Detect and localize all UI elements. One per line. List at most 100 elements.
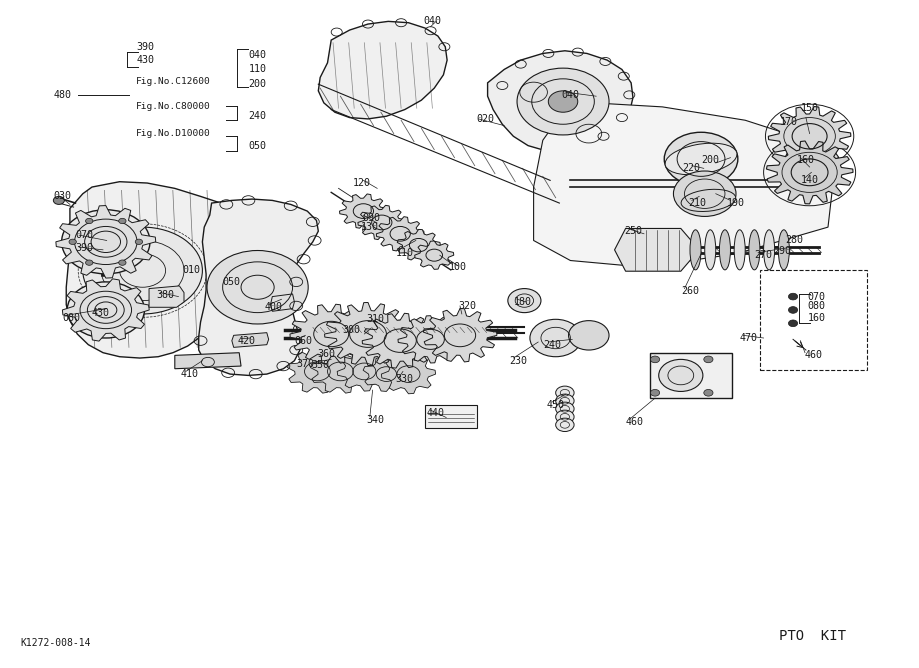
- Text: 350: 350: [311, 360, 329, 369]
- Text: 230: 230: [509, 356, 528, 365]
- Circle shape: [658, 359, 702, 391]
- Circle shape: [119, 260, 126, 265]
- Text: 430: 430: [92, 308, 110, 317]
- Text: 300: 300: [342, 325, 360, 335]
- Text: 020: 020: [476, 114, 494, 124]
- Text: 270: 270: [754, 250, 772, 260]
- Bar: [425, 405, 476, 428]
- Polygon shape: [62, 279, 149, 341]
- Text: 450: 450: [546, 400, 564, 409]
- Polygon shape: [324, 303, 411, 365]
- Circle shape: [85, 218, 93, 224]
- Circle shape: [555, 418, 573, 432]
- Text: 380: 380: [156, 291, 175, 300]
- Circle shape: [529, 319, 581, 357]
- Polygon shape: [397, 229, 440, 261]
- Text: 200: 200: [248, 79, 267, 89]
- Ellipse shape: [719, 230, 730, 270]
- Text: K1272-008-14: K1272-008-14: [20, 638, 91, 647]
- Text: 460: 460: [803, 351, 822, 360]
- Circle shape: [135, 239, 142, 244]
- Text: 310: 310: [366, 315, 384, 324]
- Text: Fig.No.D10000: Fig.No.D10000: [136, 129, 210, 138]
- Polygon shape: [766, 141, 852, 204]
- Circle shape: [67, 282, 144, 338]
- Circle shape: [788, 320, 797, 327]
- Polygon shape: [533, 102, 832, 267]
- Text: 140: 140: [800, 176, 818, 185]
- Text: 080: 080: [807, 301, 825, 311]
- Text: 120: 120: [353, 178, 371, 188]
- Circle shape: [788, 293, 797, 300]
- Text: 250: 250: [623, 226, 641, 236]
- Text: 440: 440: [426, 408, 445, 418]
- Text: 320: 320: [458, 301, 476, 311]
- Ellipse shape: [704, 230, 715, 270]
- Text: 370: 370: [296, 359, 314, 369]
- Text: 460: 460: [625, 418, 643, 427]
- Polygon shape: [232, 333, 268, 347]
- Text: 080: 080: [62, 313, 81, 323]
- Polygon shape: [357, 205, 405, 240]
- Text: 180: 180: [513, 297, 531, 307]
- Text: 240: 240: [542, 340, 561, 349]
- Text: Fig.No.C12600: Fig.No.C12600: [136, 77, 210, 86]
- Ellipse shape: [733, 230, 744, 270]
- Circle shape: [555, 394, 573, 407]
- Polygon shape: [339, 194, 387, 228]
- Polygon shape: [363, 357, 410, 391]
- Polygon shape: [289, 304, 372, 364]
- Circle shape: [555, 410, 573, 424]
- Text: 390: 390: [136, 42, 154, 51]
- Text: 050: 050: [222, 277, 241, 287]
- Circle shape: [62, 210, 150, 274]
- Text: 190: 190: [726, 198, 744, 208]
- Text: 260: 260: [680, 287, 698, 296]
- Circle shape: [119, 218, 126, 224]
- Bar: [759, 270, 866, 370]
- Circle shape: [673, 171, 735, 216]
- Ellipse shape: [689, 230, 700, 270]
- Circle shape: [555, 386, 573, 399]
- Polygon shape: [66, 182, 232, 358]
- Text: 100: 100: [448, 263, 467, 272]
- Polygon shape: [398, 316, 462, 363]
- Polygon shape: [614, 228, 698, 271]
- Ellipse shape: [680, 189, 735, 212]
- Circle shape: [650, 389, 659, 396]
- Ellipse shape: [777, 230, 789, 270]
- Text: 130: 130: [360, 222, 379, 232]
- Text: PTO  KIT: PTO KIT: [778, 629, 845, 643]
- Polygon shape: [414, 241, 453, 269]
- Text: 010: 010: [182, 265, 200, 275]
- Text: 390: 390: [75, 244, 94, 253]
- Polygon shape: [362, 313, 437, 368]
- Polygon shape: [287, 349, 347, 393]
- Polygon shape: [380, 354, 436, 394]
- Polygon shape: [149, 286, 184, 307]
- Text: 430: 430: [136, 55, 154, 65]
- Text: Fig.No.C80000: Fig.No.C80000: [136, 102, 210, 112]
- Polygon shape: [318, 21, 447, 119]
- Text: 480: 480: [53, 90, 72, 100]
- Ellipse shape: [664, 143, 736, 175]
- Circle shape: [207, 250, 308, 324]
- Text: 200: 200: [700, 156, 719, 165]
- Polygon shape: [199, 199, 318, 375]
- Ellipse shape: [763, 230, 774, 270]
- Text: 110: 110: [248, 65, 267, 74]
- Text: 470: 470: [739, 333, 757, 343]
- Circle shape: [85, 260, 93, 265]
- Circle shape: [83, 227, 202, 314]
- Polygon shape: [337, 352, 391, 391]
- Text: 150: 150: [800, 104, 818, 113]
- Text: 090: 090: [362, 213, 380, 222]
- Text: 160: 160: [807, 313, 825, 323]
- Circle shape: [650, 356, 659, 363]
- Circle shape: [507, 289, 540, 313]
- Polygon shape: [767, 106, 850, 166]
- Text: 410: 410: [180, 369, 199, 379]
- Text: 110: 110: [395, 248, 414, 257]
- Text: 330: 330: [395, 375, 414, 384]
- Text: 420: 420: [237, 336, 255, 345]
